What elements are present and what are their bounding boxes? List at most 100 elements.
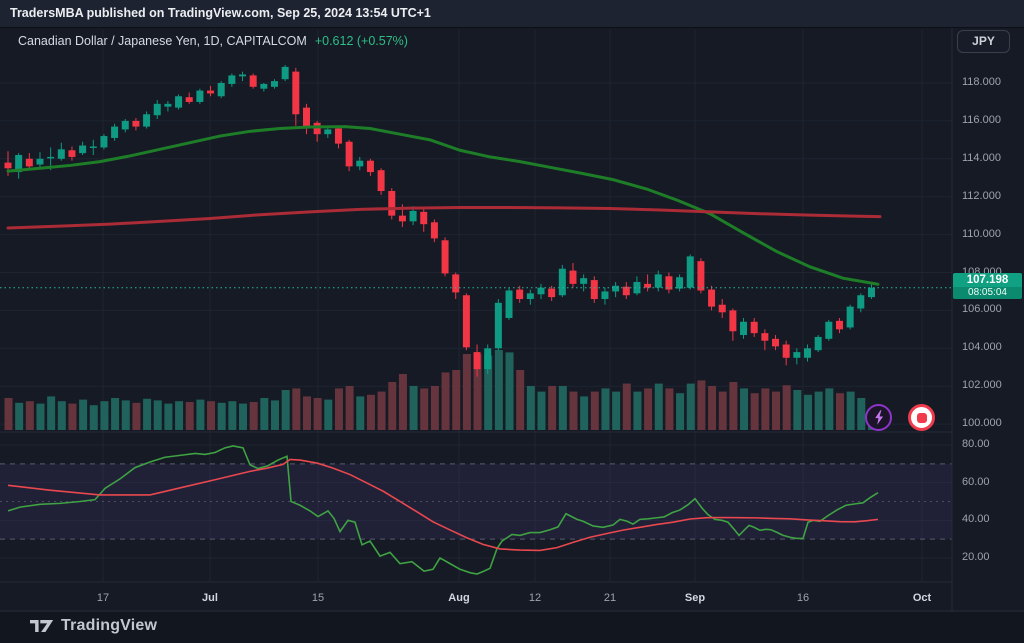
volume-bar xyxy=(708,386,717,430)
volume-bar xyxy=(57,401,66,430)
candle-body xyxy=(185,97,193,102)
rsi-axis-label: 80.00 xyxy=(962,438,990,450)
candle-body xyxy=(164,103,172,107)
volume-bar xyxy=(249,402,258,430)
candle-body xyxy=(697,261,705,291)
volume-bar xyxy=(558,386,567,430)
volume-bar xyxy=(132,402,141,430)
candle-body xyxy=(835,320,843,330)
price-axis[interactable]: 118.000 116.000 114.000 112.000 110.000 108.0… xyxy=(952,28,1024,612)
candle-body xyxy=(462,295,470,348)
volume-bar xyxy=(377,391,386,430)
candle-body xyxy=(143,114,151,127)
volume-bars xyxy=(4,350,876,430)
volume-bar xyxy=(292,388,301,430)
candle-body xyxy=(537,287,545,295)
volume-bar xyxy=(4,398,13,430)
volume-bar xyxy=(601,388,610,430)
candle-body xyxy=(814,336,822,351)
record-button[interactable] xyxy=(908,404,935,431)
volume-bar xyxy=(239,403,248,430)
candle-body xyxy=(111,126,119,138)
time-axis[interactable]: 17 Jul 15 Aug 12 21 Sep 16 Oct xyxy=(0,582,952,612)
volume-bar xyxy=(153,400,162,430)
candle-body xyxy=(100,136,108,148)
currency-button[interactable]: JPY xyxy=(957,30,1010,53)
candle-body xyxy=(505,290,513,318)
volume-bar xyxy=(548,386,557,430)
time-axis-label: 17 xyxy=(96,592,110,604)
rsi-band xyxy=(0,463,952,540)
volume-bar xyxy=(835,393,844,430)
volume-bar xyxy=(228,401,237,430)
time-axis-label: Aug xyxy=(448,592,470,604)
volume-bar xyxy=(740,388,749,430)
volume-bar xyxy=(825,388,834,430)
candle-body xyxy=(846,306,854,328)
price-change: +0.612 (+0.57%) xyxy=(314,34,408,48)
volume-bar xyxy=(441,372,450,430)
volume-bar xyxy=(718,391,727,430)
candle-body xyxy=(612,285,620,292)
candle-body xyxy=(366,160,374,173)
tradingview-logo[interactable]: TradingView xyxy=(30,617,157,635)
candle-body xyxy=(388,191,396,216)
lightning-button[interactable] xyxy=(865,404,892,431)
candle-body xyxy=(644,283,652,288)
price-axis-label: 112.000 xyxy=(962,189,1001,202)
candle-body xyxy=(4,162,12,169)
candle-body xyxy=(281,66,289,80)
candle-body xyxy=(175,96,183,108)
volume-bar xyxy=(484,355,493,430)
chart-canvas[interactable] xyxy=(0,28,1024,612)
candle-body xyxy=(484,348,492,370)
volume-bar xyxy=(388,382,397,430)
candle-body xyxy=(345,141,353,167)
volume-bar xyxy=(271,400,279,430)
volume-bar xyxy=(430,386,439,430)
candle-body xyxy=(761,333,769,341)
candle-body xyxy=(548,288,556,298)
volume-bar xyxy=(761,388,770,430)
volume-bar xyxy=(420,388,429,430)
tradingview-logo-icon xyxy=(30,618,54,634)
price-axis-label: 114.000 xyxy=(962,151,1001,164)
price-axis-label: 104.000 xyxy=(962,341,1002,354)
volume-bar xyxy=(644,388,653,430)
time-axis-label: Oct xyxy=(912,592,932,604)
volume-bar xyxy=(622,383,631,430)
candle-body xyxy=(686,256,694,288)
volume-bar xyxy=(697,380,706,430)
candle-body xyxy=(718,304,726,313)
volume-bar xyxy=(846,391,855,430)
volume-bar xyxy=(782,385,791,430)
candle-body xyxy=(377,170,385,192)
candle-body xyxy=(356,160,364,167)
price-axis-label: 100.000 xyxy=(962,417,1002,430)
volume-bar xyxy=(409,386,418,430)
volume-bar xyxy=(590,391,599,430)
candle-body xyxy=(292,71,300,115)
candle-body xyxy=(601,291,609,300)
candle-body xyxy=(622,286,630,296)
volume-bar xyxy=(612,391,621,430)
volume-bar xyxy=(462,354,471,430)
candle-body xyxy=(36,158,44,165)
bar-countdown: 08:05:04 xyxy=(953,286,1022,299)
candle-body xyxy=(324,129,332,135)
volume-bar xyxy=(89,405,98,430)
price-axis-label: 116.000 xyxy=(962,113,1001,126)
candle-body xyxy=(452,274,460,293)
volume-bar xyxy=(398,374,407,430)
candle-body xyxy=(334,128,342,144)
time-axis-label: 12 xyxy=(528,592,542,604)
candle-body xyxy=(420,211,428,225)
candle-body xyxy=(47,156,55,159)
candlesticks xyxy=(4,64,875,377)
volume-bar xyxy=(750,393,759,430)
ma-fast-line xyxy=(6,125,880,286)
volume-bar xyxy=(804,394,812,430)
candle-body xyxy=(239,74,247,77)
volume-bar xyxy=(654,383,663,430)
volume-bar xyxy=(526,386,535,430)
